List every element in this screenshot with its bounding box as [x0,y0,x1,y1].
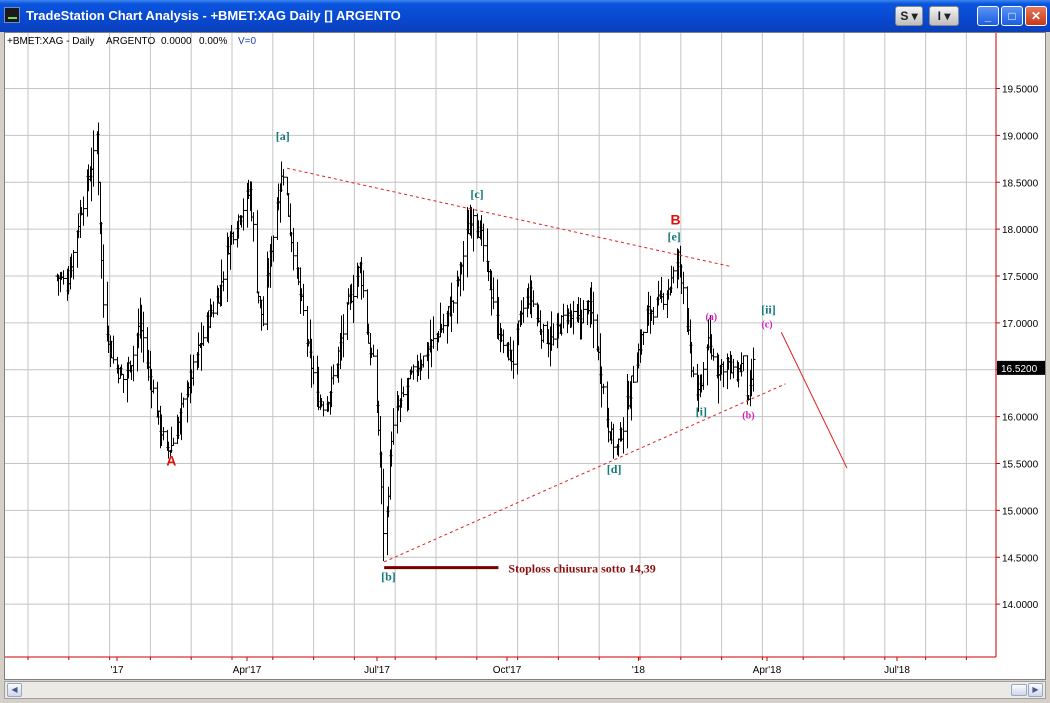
ohlc-bars [55,122,756,562]
wave-labels: A B [a] [b] [c] [d] [e] [i] [ii] (a) (b) (c) [166,129,776,584]
wave-label: [c] [470,187,483,201]
projection-line [780,332,848,469]
wave-label: (a) [705,312,717,323]
scroll-thumb[interactable] [1011,684,1027,696]
s-button-label: S [900,9,909,23]
price-tick-label: 17.5000 [1002,272,1039,283]
price-tick-label: 19.5000 [1002,85,1039,96]
wave-label: [b] [381,570,396,584]
price-tick-label: 19.0000 [1002,131,1039,142]
time-tick-label: Apr'17 [233,665,262,676]
symbol-info-line: +BMET:XAG - Daily ARGENTO 0.0000 0.00% V… [7,36,257,47]
price-tick-label: 16.0000 [1002,413,1039,424]
time-axis-labels: '17 Apr'17 Jul'17 Oct'17 '18 Apr'18 Jul'18 [27,657,967,676]
data-link-i-button[interactable]: I ▾ [929,6,959,26]
scroll-left-button[interactable]: ◀ [7,683,22,697]
i-button-label: I [937,9,941,23]
time-tick-label: Apr'18 [753,665,782,676]
wave-label: (c) [761,320,772,331]
title-bar: TradeStation Chart Analysis - +BMET:XAG … [0,0,1050,32]
price-tick-label: 18.5000 [1002,178,1039,189]
time-tick-label: '18 [632,665,645,676]
volume-value: V=0 [238,36,257,47]
wave-label: [i] [696,405,707,419]
price-chart[interactable]: Stoploss chiusura sotto 14,39 A B [a] [b] [c… [5,33,1045,679]
trendlines [286,167,848,563]
lower-channel-line [383,383,786,563]
price-tick-label: 14.5000 [1002,553,1039,564]
change-value: 0.00% [199,36,227,47]
price-tick-label: 15.5000 [1002,460,1039,471]
price-tick-label: 18.0000 [1002,225,1039,236]
wave-label: (b) [742,411,754,422]
wave-label: [d] [607,462,622,476]
symbol-link-s-button[interactable]: S ▾ [895,6,923,26]
wave-label: [e] [667,229,680,243]
time-tick-label: '17 [110,665,123,676]
wave-label: B [671,211,681,227]
time-tick-label: Oct'17 [493,665,522,676]
price-tick-label: 14.0000 [1002,600,1039,611]
minimize-button[interactable]: _ [977,6,999,26]
maximize-button[interactable]: □ [1001,6,1023,26]
close-button[interactable]: ✕ [1025,6,1047,26]
window-title: TradeStation Chart Analysis - +BMET:XAG … [26,8,401,23]
upper-channel-line [286,167,732,268]
chart-window: Stoploss chiusura sotto 14,39 A B [a] [b] [c… [4,32,1046,680]
last-value: 0.0000 [161,36,192,47]
symbol-name: ARGENTO [106,36,155,47]
tradestation-app-icon[interactable] [4,7,20,23]
last-price-marker: 16.5200 [1001,364,1038,375]
price-axis-labels: 14.000014.500015.000015.500016.000016.50… [996,85,1039,611]
last-price-box [997,360,1045,375]
scroll-right-button[interactable]: ▶ [1028,683,1043,697]
last-price-group: 16.5200 [997,360,1045,375]
time-tick-label: Jul'18 [884,665,910,676]
price-tick-label: 15.0000 [1002,506,1039,517]
wave-label: [ii] [761,303,776,317]
stoploss-group: Stoploss chiusura sotto 14,39 [384,562,656,576]
stoploss-label: Stoploss chiusura sotto 14,39 [508,562,655,576]
horizontal-scrollbar[interactable]: ◀ ▶ [4,681,1046,699]
wave-label: A [166,452,176,468]
symbol-text: +BMET:XAG - Daily [7,36,95,47]
time-tick-label: Jul'17 [364,665,390,676]
wave-label: [a] [276,129,290,143]
price-tick-label: 17.0000 [1002,319,1039,330]
